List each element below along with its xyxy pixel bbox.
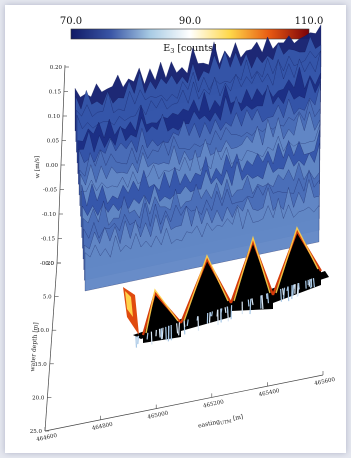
surface-drip xyxy=(292,284,295,297)
surface-drip xyxy=(226,306,229,314)
z-axis-tick-label: -0.20 xyxy=(40,261,55,267)
surface-drip xyxy=(135,336,138,348)
easting-axis-label-main: easting xyxy=(197,418,220,430)
surface-ridge xyxy=(84,198,320,292)
surface-hot-rim xyxy=(229,237,275,304)
surface-warm-rim xyxy=(183,254,229,322)
figure-frame: 70.0 90.0 110.0 E3 [counts] 0.20 0.15 0.10… xyxy=(5,5,346,453)
surface-drip xyxy=(161,327,164,339)
easting-axis-tick-label: 464800 xyxy=(91,422,113,432)
z-axis-ticks: 0.20 0.15 0.10 0.05 0.00 -0.05 -0.10 -0.15 -0.20 xyxy=(40,65,69,267)
surface-drip xyxy=(137,335,140,344)
surface-drip xyxy=(251,298,254,306)
surface-edge xyxy=(125,291,133,317)
depth-axis-line xyxy=(44,262,58,432)
easting-axis-tick-label: 465600 xyxy=(314,377,336,387)
z-axis-tick-label: 0.10 xyxy=(48,114,61,120)
surface-drip xyxy=(249,298,252,315)
z-axis-label: w [m/s] xyxy=(34,156,42,179)
surface-hot-rim xyxy=(271,228,322,296)
depth-axis-tick-label: 0.0 xyxy=(45,261,54,267)
surface-drip xyxy=(265,293,268,299)
surface-drip xyxy=(287,286,290,302)
z-axis-tick-label: 0.20 xyxy=(50,65,63,71)
easting-axis-label: eastingUTM [m] xyxy=(197,413,244,431)
surface-warm-rim xyxy=(233,235,271,302)
colorbar-label-unit: [counts] xyxy=(174,43,216,54)
surface-drip xyxy=(224,307,227,313)
easting-axis-label-sub: UTM xyxy=(220,418,233,426)
surface-peak xyxy=(181,259,231,331)
easting-axis-tick-label: 465400 xyxy=(258,388,280,398)
surface-drip xyxy=(310,278,313,289)
colorbar-tick-label: 110.0 xyxy=(295,16,324,27)
colorbar-label-sub: 3 xyxy=(170,47,174,55)
depth-axis-tick-label: 25.0 xyxy=(30,429,43,435)
easting-axis-tick-label: 465000 xyxy=(147,410,169,420)
easting-axis-label-unit: [m] xyxy=(230,413,243,422)
surface-drip xyxy=(178,322,181,336)
velocity-surface xyxy=(74,24,329,348)
surface-drip xyxy=(286,286,289,292)
surface-hot-rim xyxy=(179,256,232,324)
z-axis-tick-label: 0.00 xyxy=(46,163,59,169)
surface-drip xyxy=(247,299,250,307)
surface-warm-rim xyxy=(275,226,319,294)
z-axis-tick-label: 0.15 xyxy=(49,90,62,96)
surface-drip xyxy=(165,326,167,341)
colorbar-ramp xyxy=(70,28,310,40)
surface-drip xyxy=(280,288,283,302)
depth-axis-label: water depth [m] xyxy=(29,322,39,372)
z-axis-tick-label: -0.15 xyxy=(41,237,56,243)
surface-drip xyxy=(283,287,286,299)
surface-drip xyxy=(158,328,161,338)
surface-drip xyxy=(176,323,179,334)
z-axis-tick-label: 0.05 xyxy=(47,139,60,145)
surface-drip xyxy=(261,295,264,310)
surface-drip xyxy=(308,279,311,287)
depth-axis-tick-label: 10.0 xyxy=(37,328,50,334)
depth-axis-tick-label: 15.0 xyxy=(35,362,48,368)
surface-drip xyxy=(183,320,186,328)
surface-figure: 70.0 90.0 110.0 E3 [counts] 0.20 0.15 0.10… xyxy=(29,16,336,443)
easting-axis-tick-label: 464600 xyxy=(36,433,58,443)
surface-drip xyxy=(220,308,223,313)
surface-drip xyxy=(282,288,285,296)
depth-axis-ticks: 0.0 5.0 10.0 15.0 20.0 25.0 xyxy=(30,261,61,435)
surface-drip xyxy=(266,293,270,304)
colorbar-tick-label: 70.0 xyxy=(60,16,82,27)
depth-axis-tick-label: 5.0 xyxy=(43,295,52,301)
easting-axis-tick-label: 465200 xyxy=(203,399,225,409)
depth-axis-tick-label: 20.0 xyxy=(32,395,45,401)
surface-drip xyxy=(146,332,149,340)
surface-drip xyxy=(186,319,189,326)
colorbar-label-main: E xyxy=(163,43,170,54)
axes-3d xyxy=(44,64,324,432)
easting-axis-ticks: 464600 464800 465000 465200 465400 465600 xyxy=(36,371,336,443)
surface-drip xyxy=(312,278,315,288)
z-axis-tick-label: -0.05 xyxy=(43,188,58,194)
z-axis-line xyxy=(56,64,66,264)
colorbar-tick-label: 90.0 xyxy=(179,16,201,27)
surface-drip xyxy=(297,282,300,290)
z-axis-tick-label: -0.10 xyxy=(42,212,57,218)
surface-warm-rim xyxy=(145,288,179,334)
easting-axis-line xyxy=(44,374,324,432)
surface-peak xyxy=(231,241,273,311)
colorbar-label: E3 [counts] xyxy=(163,43,216,55)
surface-drip xyxy=(211,311,213,317)
